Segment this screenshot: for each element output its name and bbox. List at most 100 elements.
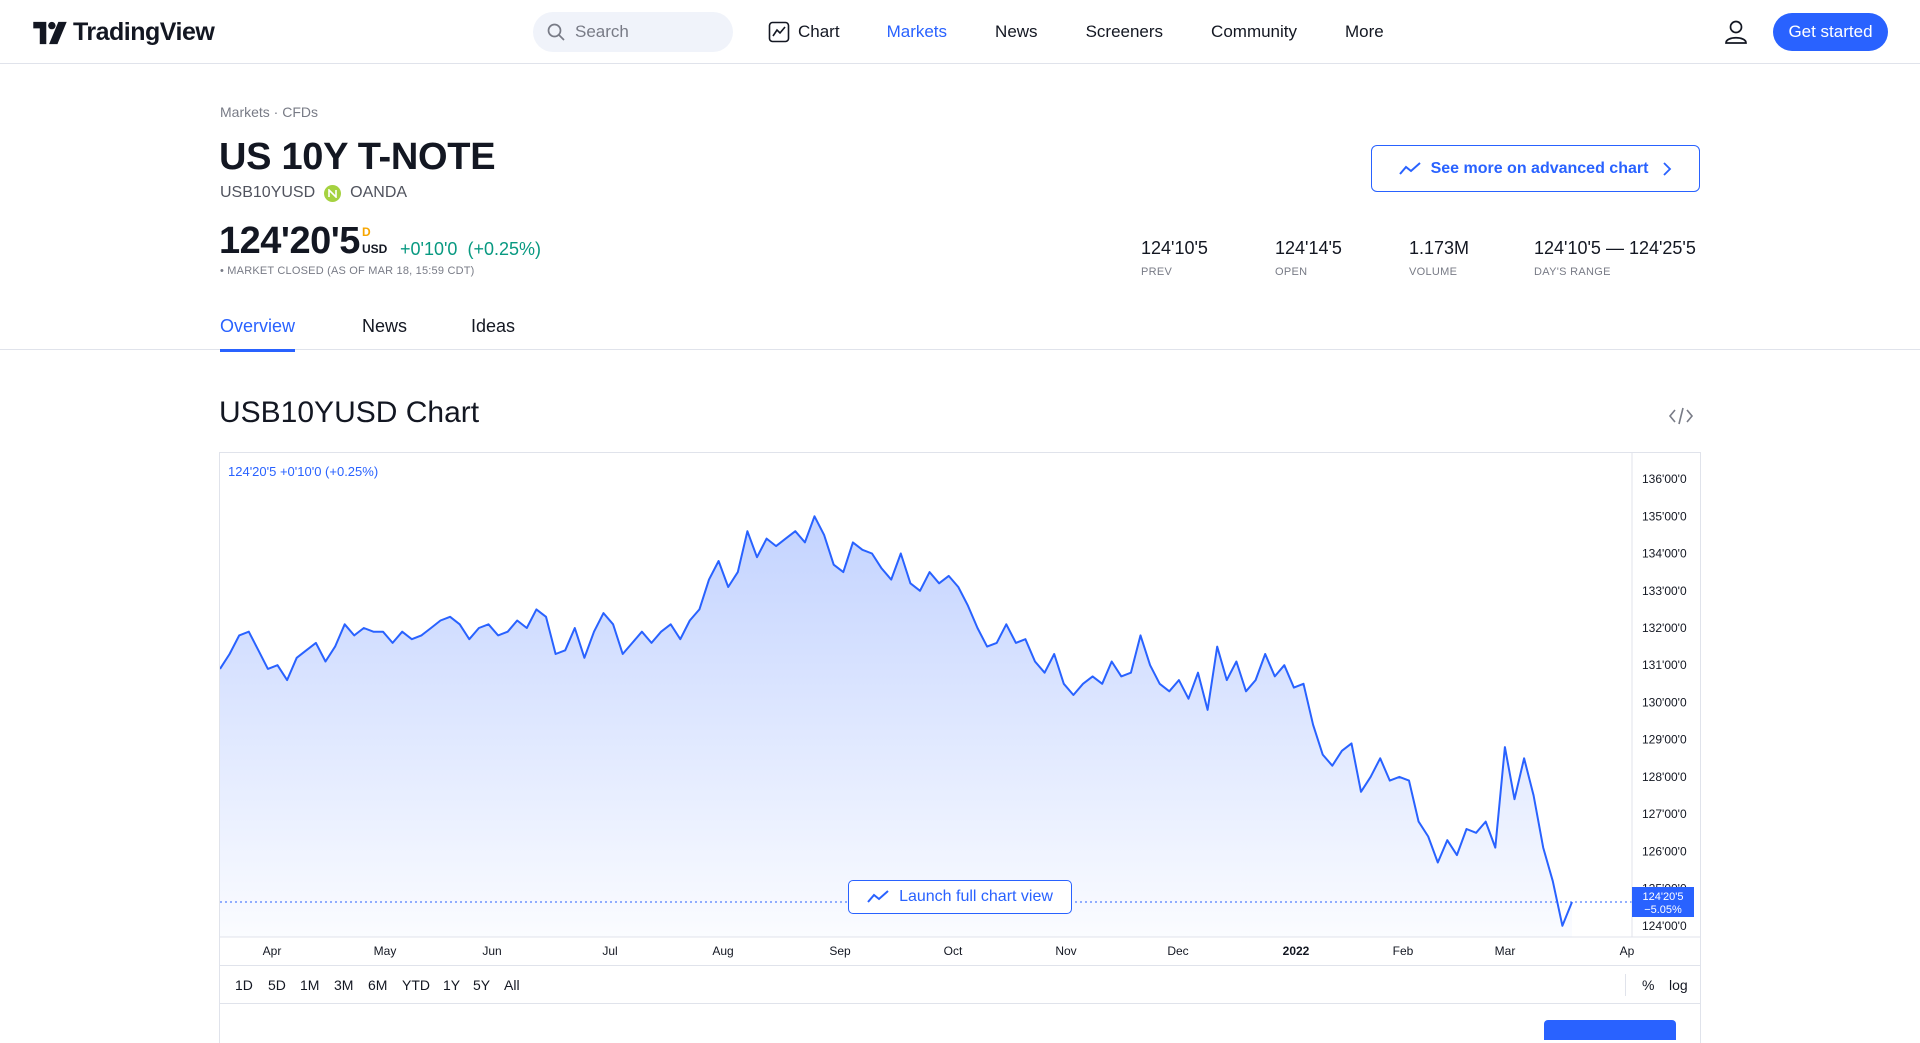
chart-icon bbox=[768, 21, 790, 43]
brand-name: TradingView bbox=[73, 18, 215, 46]
breadcrumb[interactable]: Markets · CFDs bbox=[220, 104, 318, 120]
exchange-logo-icon bbox=[324, 184, 342, 202]
tradingview-logo-icon bbox=[33, 21, 67, 44]
advanced-chart-label: See more on advanced chart bbox=[1430, 159, 1649, 177]
nav-screeners[interactable]: Screeners bbox=[1085, 22, 1164, 41]
search-box[interactable] bbox=[533, 12, 733, 52]
range-1y[interactable]: 1Y bbox=[443, 977, 461, 993]
x-tick-label: May bbox=[374, 944, 397, 958]
last-price-badge-value: 124'20'5 bbox=[1643, 891, 1684, 903]
x-tick-label: Jun bbox=[482, 944, 501, 958]
stat-prev-value: 124'10'5 bbox=[1141, 238, 1208, 258]
stat-days-range-value: 124'10'5 — 124'25'5 bbox=[1534, 238, 1696, 258]
last-price: 124'20'5 bbox=[219, 220, 360, 262]
page-title: US 10Y T-NOTE bbox=[219, 136, 496, 178]
y-tick-label: 128'00'0 bbox=[1642, 770, 1687, 784]
y-tick-label: 132'00'0 bbox=[1642, 621, 1687, 635]
y-tick-label: 124'00'0 bbox=[1642, 919, 1687, 933]
stat-open-label: OPEN bbox=[1275, 266, 1308, 278]
tradingview-logo[interactable]: TradingView bbox=[31, 18, 215, 47]
delayed-flag: D bbox=[362, 225, 371, 239]
stat-prev: 124'10'5 PREV bbox=[1141, 238, 1208, 278]
user-icon[interactable] bbox=[1722, 18, 1750, 46]
range-5d[interactable]: 5D bbox=[268, 977, 286, 993]
broker-action-button[interactable] bbox=[1544, 1020, 1676, 1040]
price-area-fill bbox=[220, 516, 1572, 937]
launch-full-chart-button[interactable]: Launch full chart view bbox=[848, 880, 1072, 914]
x-tick-label: Apr bbox=[263, 944, 282, 958]
exchange-name[interactable]: OANDA bbox=[350, 184, 408, 201]
stat-days-range-label: DAY'S RANGE bbox=[1534, 266, 1611, 278]
percent-scale-toggle[interactable]: % bbox=[1642, 977, 1655, 993]
nav-chart[interactable]: Chart bbox=[768, 0, 840, 64]
price-line bbox=[220, 515, 1573, 927]
search-input[interactable] bbox=[573, 21, 717, 43]
x-tick-label: 2022 bbox=[1283, 944, 1310, 958]
nav-more[interactable]: More bbox=[1345, 22, 1384, 41]
y-tick-label: 129'00'0 bbox=[1642, 733, 1687, 747]
range-3m[interactable]: 3M bbox=[334, 977, 354, 993]
y-tick-label: 134'00'0 bbox=[1642, 547, 1687, 561]
nav-community[interactable]: Community bbox=[1211, 22, 1298, 41]
x-tick-label: Jul bbox=[602, 944, 617, 958]
range-1d[interactable]: 1D bbox=[235, 977, 253, 993]
stat-volume-label: VOLUME bbox=[1409, 266, 1458, 278]
range-divider bbox=[1625, 974, 1626, 996]
y-tick-label: 126'00'0 bbox=[1642, 844, 1687, 858]
y-tick-label: 127'00'0 bbox=[1642, 807, 1687, 821]
chevron-right-icon bbox=[1663, 161, 1672, 176]
x-tick-label: Dec bbox=[1167, 944, 1188, 958]
x-tick-label: Nov bbox=[1055, 944, 1076, 958]
time-range-bar: 1D 5D 1M 3M 6M YTD 1Y 5Y All % log bbox=[220, 965, 1700, 1003]
nav-markets[interactable]: Markets bbox=[886, 22, 948, 41]
tab-news[interactable]: News bbox=[362, 316, 408, 336]
main-nav: Chart Markets News Screeners Community M… bbox=[768, 0, 1384, 64]
stat-prev-label: PREV bbox=[1141, 266, 1173, 278]
last-price-badge bbox=[1632, 887, 1694, 918]
y-tick-label: 131'00'0 bbox=[1642, 658, 1687, 672]
symbol-name: USB10YUSD bbox=[220, 184, 316, 201]
market-status: • MARKET CLOSED (AS OF MAR 18, 15:59 CDT… bbox=[220, 265, 475, 277]
x-tick-label: Mar bbox=[1495, 944, 1516, 958]
log-scale-toggle[interactable]: log bbox=[1669, 977, 1688, 993]
x-tick-label: Sep bbox=[829, 944, 851, 958]
section-tabs: Overview News Ideas bbox=[0, 308, 1920, 352]
range-ytd[interactable]: YTD bbox=[402, 977, 430, 993]
chart-legend: 124'20'5 +0'10'0 (+0.25%) bbox=[228, 464, 379, 479]
y-tick-label: 133'00'0 bbox=[1642, 584, 1687, 598]
stat-open-value: 124'14'5 bbox=[1275, 238, 1342, 258]
nav-news[interactable]: News bbox=[995, 22, 1038, 41]
chart-heading: USB10YUSD Chart bbox=[219, 396, 480, 429]
price-change-percent: (+0.25%) bbox=[467, 239, 541, 259]
y-tick-label: 136'00'0 bbox=[1642, 472, 1687, 486]
range-1m[interactable]: 1M bbox=[300, 977, 320, 993]
get-started-button[interactable]: Get started bbox=[1773, 13, 1888, 51]
price-change-value: +0'10'0 bbox=[400, 239, 458, 259]
stat-volume-value: 1.173M bbox=[1409, 238, 1470, 258]
currency-label: USD bbox=[362, 242, 388, 256]
launch-full-chart-label: Launch full chart view bbox=[899, 888, 1053, 905]
search-icon bbox=[547, 23, 565, 41]
embed-code-icon[interactable] bbox=[1668, 405, 1694, 427]
x-tick-label: Feb bbox=[1393, 944, 1414, 958]
y-tick-label: 130'00'0 bbox=[1642, 695, 1687, 709]
range-all[interactable]: All bbox=[504, 977, 520, 993]
stat-volume: 1.173M VOLUME bbox=[1409, 238, 1469, 278]
stat-open: 124'14'5 OPEN bbox=[1275, 238, 1342, 278]
nav-chart-label: Chart bbox=[798, 22, 840, 41]
advanced-chart-button[interactable]: See more on advanced chart bbox=[1371, 145, 1700, 192]
tab-overview[interactable]: Overview bbox=[220, 316, 296, 352]
x-tick-label: Oct bbox=[944, 944, 963, 958]
y-tick-label: 135'00'0 bbox=[1642, 509, 1687, 523]
range-6m[interactable]: 6M bbox=[368, 977, 388, 993]
tab-ideas[interactable]: Ideas bbox=[471, 316, 516, 336]
range-5y[interactable]: 5Y bbox=[473, 977, 491, 993]
stat-days-range: 124'10'5 — 124'25'5 DAY'S RANGE bbox=[1534, 238, 1696, 278]
x-tick-label: Aug bbox=[712, 944, 733, 958]
trend-line-icon bbox=[867, 890, 889, 903]
broker-strip bbox=[219, 1003, 1701, 1043]
x-tick-label: Ap bbox=[1620, 944, 1635, 958]
top-navigation-bar: TradingView Chart Markets News Screeners… bbox=[0, 0, 1920, 64]
price-change: +0'10'0 (+0.25%) bbox=[400, 239, 541, 260]
last-price-badge-change: −5.05% bbox=[1644, 904, 1682, 916]
